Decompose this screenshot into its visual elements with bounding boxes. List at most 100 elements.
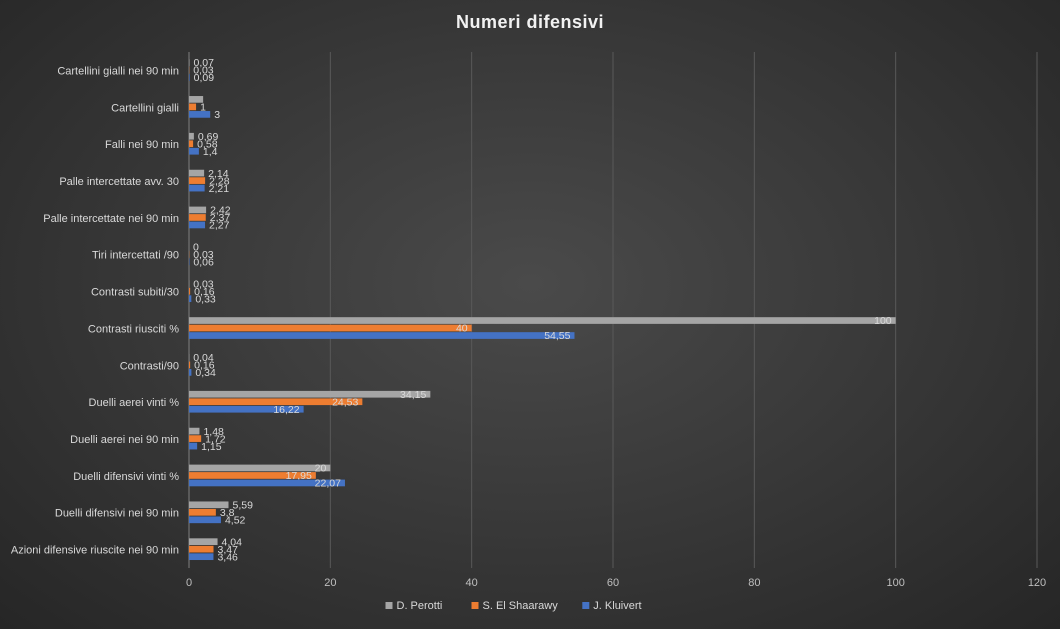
bar: [189, 214, 206, 221]
bar: [189, 405, 304, 413]
bar: [189, 74, 190, 81]
data-label: 5,59: [233, 499, 254, 511]
bar: [189, 427, 200, 435]
data-label: 3,8: [220, 507, 235, 519]
category-label: Palle intercettate nei 90 min: [43, 213, 179, 225]
category-label: Cartellini gialli nei 90 min: [57, 65, 179, 77]
data-label: 3: [214, 109, 220, 121]
data-label: 40: [456, 323, 468, 335]
data-label: 2,37: [210, 212, 231, 224]
data-label: 0,09: [194, 72, 215, 84]
bar: [189, 147, 199, 155]
data-label: 4,52: [225, 514, 246, 526]
data-label: 1,48: [203, 426, 224, 438]
legend-label: S. El Shaarawy: [483, 600, 559, 612]
data-label: 1,72: [205, 433, 226, 445]
bar: [189, 553, 214, 561]
x-tick-label: 40: [466, 577, 478, 589]
bar: [189, 96, 204, 103]
bar: [189, 516, 221, 524]
bar: [189, 435, 202, 442]
category-label: Contrasti/90: [120, 360, 179, 372]
data-label: 0,04: [193, 352, 214, 364]
x-tick-label: 60: [607, 577, 619, 589]
category-label: Duelli difensivi vinti %: [73, 471, 179, 483]
data-label: 0,03: [193, 65, 214, 77]
x-tick-label: 80: [748, 577, 760, 589]
category-label: Duelli aerei vinti %: [89, 397, 180, 409]
bar: [189, 538, 218, 546]
data-label: 34,15: [400, 389, 426, 401]
bar: [189, 472, 316, 479]
data-label: 0,06: [193, 256, 214, 268]
category-label: Duelli aerei nei 90 min: [70, 434, 179, 446]
data-label: 0,16: [194, 360, 215, 372]
category-label: Falli nei 90 min: [105, 139, 179, 151]
data-label: 0,03: [193, 249, 214, 261]
bar: [189, 103, 197, 111]
data-label: 2,21: [209, 183, 230, 195]
data-label: 0,16: [194, 286, 215, 298]
category-label: Contrasti subiti/30: [91, 287, 179, 299]
bar: [189, 317, 896, 324]
bar: [189, 398, 363, 406]
category-label: Palle intercettate avv. 30: [59, 176, 179, 188]
data-label: 0,03: [193, 278, 214, 290]
data-label: 4,04: [222, 536, 243, 548]
data-label: 0,58: [197, 138, 218, 150]
category-label: Cartellini gialli: [111, 102, 179, 114]
category-label: Azioni difensive riuscite nei 90 min: [11, 545, 179, 557]
bar: [189, 501, 229, 509]
data-label: 0,07: [193, 57, 214, 69]
data-label: 0: [193, 241, 199, 253]
data-label: 24,53: [332, 396, 358, 408]
bar: [189, 140, 194, 148]
bar: [189, 287, 191, 295]
bar: [189, 390, 431, 398]
data-label: 0,34: [195, 367, 216, 379]
data-label: 0,69: [198, 131, 219, 143]
bar: [189, 169, 205, 177]
bar: [189, 111, 211, 118]
legend-swatch: [385, 602, 393, 609]
data-label: 54,55: [544, 330, 570, 342]
category-label: Tiri intercettati /90: [92, 250, 179, 262]
bar: [189, 369, 192, 376]
x-tick-label: 120: [1028, 577, 1046, 589]
bar: [189, 442, 198, 450]
category-label: Contrasti riusciti %: [88, 323, 179, 335]
data-label: 1,4: [203, 146, 218, 158]
data-label: 22,07: [315, 478, 341, 490]
data-label: 16,22: [273, 404, 299, 416]
data-label: 17,95: [286, 470, 312, 482]
bar: [189, 508, 216, 516]
data-label: 3,46: [217, 551, 238, 563]
chart-title: Numeri difensivi: [455, 12, 605, 32]
legend-label: D. Perotti: [397, 600, 443, 612]
bar: [189, 206, 207, 214]
data-label: 2,28: [209, 175, 230, 187]
bar: [189, 479, 345, 487]
bar: [189, 324, 472, 332]
data-label: 3,47: [218, 544, 239, 556]
legend-swatch: [471, 602, 479, 609]
data-label: 0,33: [195, 293, 216, 305]
bar: [189, 361, 191, 369]
x-tick-label: 0: [186, 577, 192, 589]
bar: [189, 132, 194, 140]
data-label: 20: [315, 463, 327, 475]
bar: [189, 545, 214, 553]
data-label: 100: [874, 315, 892, 327]
category-label: Duelli difensivi nei 90 min: [55, 508, 179, 520]
data-label: 1,15: [201, 441, 222, 453]
x-tick-label: 20: [324, 577, 336, 589]
data-label: 1: [200, 102, 206, 114]
legend-label: J. Kluivert: [593, 600, 641, 612]
bar: [189, 464, 331, 472]
bar: [189, 184, 205, 192]
bar: [189, 221, 206, 229]
data-label: 2,14: [208, 168, 229, 180]
bar: [189, 295, 192, 303]
